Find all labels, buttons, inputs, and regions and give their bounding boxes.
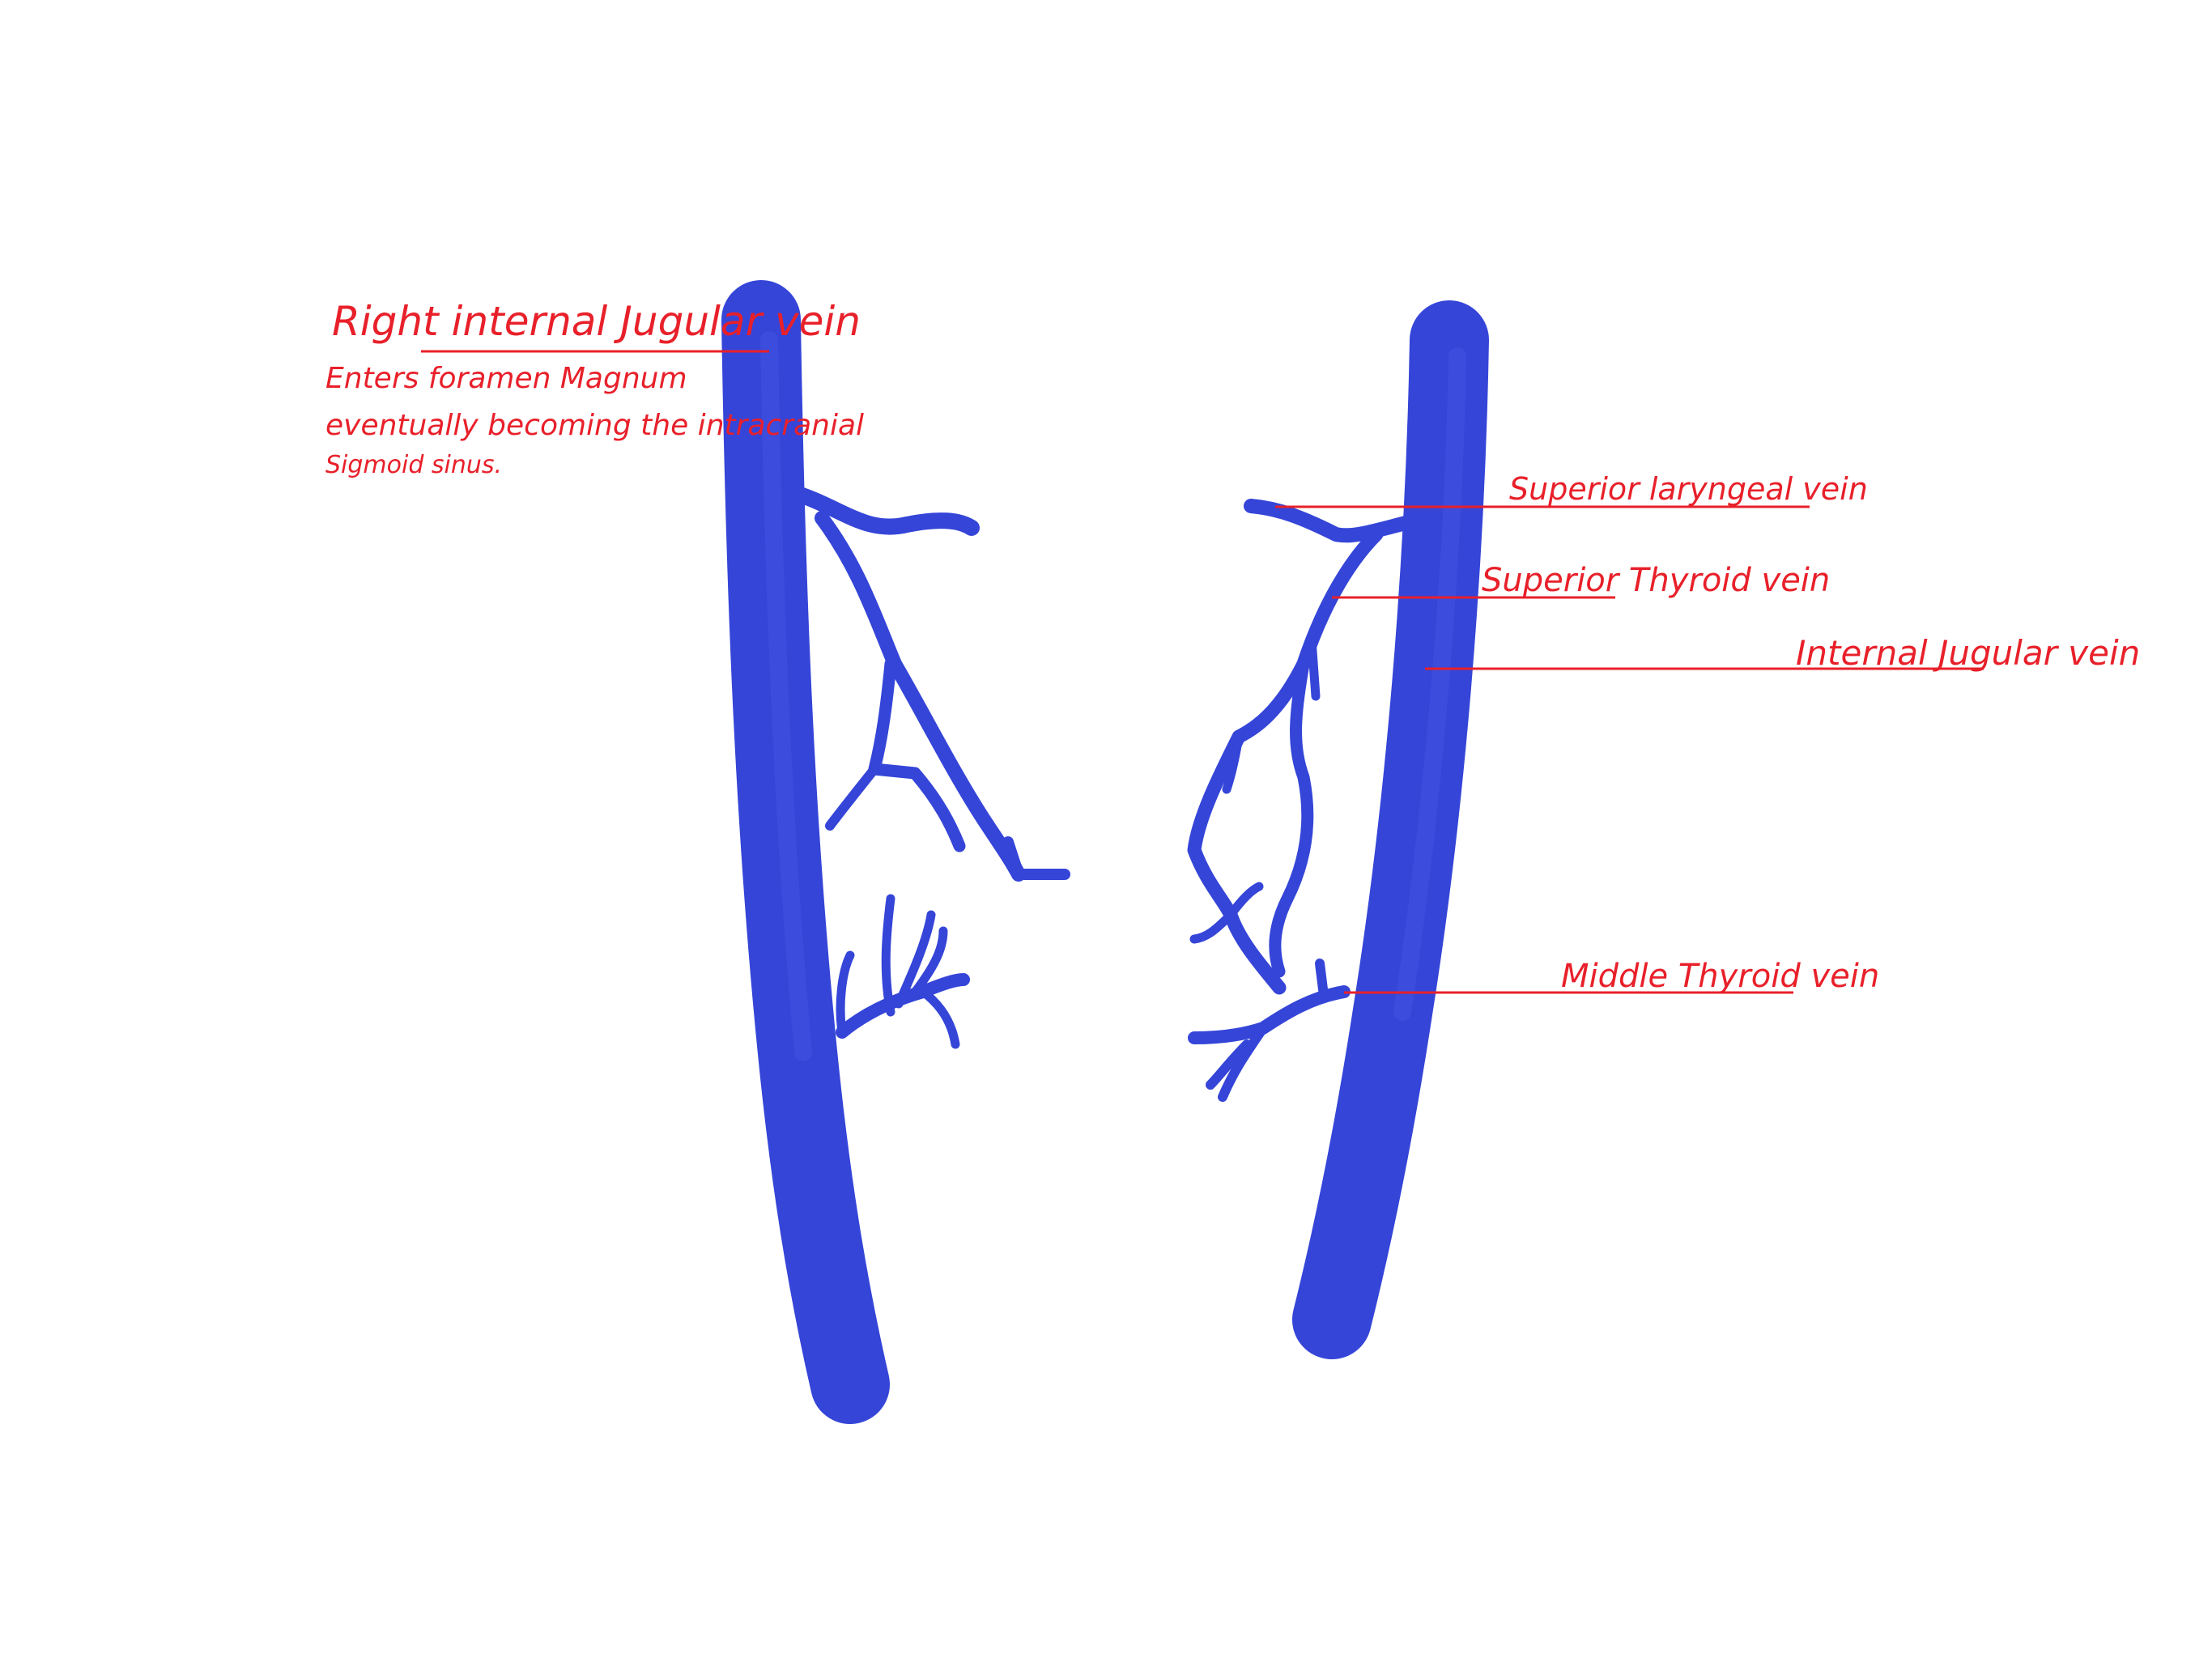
leader-lines [421, 350, 1984, 994]
label-middle-thyroid-vein: Middle Thyroid vein [1561, 958, 1880, 995]
left-descending-tributary [815, 511, 1026, 882]
right-tributary-inner-loop [1269, 657, 1314, 978]
label-right-internal-jugular-vein: Right internal Jugular vein [332, 298, 861, 345]
right-internal-jugular-vein-highlight [1393, 347, 1466, 1021]
label-superior-thyroid-vein: Superior Thyroid vein [1482, 562, 1831, 599]
left-tributary-twig [825, 764, 879, 831]
right-vein-drawing [1187, 300, 1489, 1359]
right-superior-branch [1244, 499, 1416, 543]
label-superior-laryngeal-vein: Superior laryngeal vein [1509, 471, 1868, 507]
left-vein-drawing [721, 280, 1070, 1424]
label-internal-jugular-vein: Internal Jugular vein [1796, 633, 2141, 673]
right-middle-thyroid-twigs [1206, 959, 1329, 1102]
left-internal-jugular-vein [721, 280, 890, 1424]
note-line-3: Sigmoid sinus. [325, 451, 503, 479]
left-tributary-fork-a [1002, 836, 1070, 880]
right-internal-jugular-vein [1292, 300, 1489, 1359]
left-internal-jugular-vein-highlight [760, 331, 812, 1061]
left-middle-branch-twigs [836, 894, 960, 1049]
note-line-1: Enters foramen Magnum [325, 362, 687, 395]
right-tributary-twigs [1189, 635, 1321, 944]
note-line-2: eventually becoming the intracranial [325, 409, 865, 442]
left-superior-branch [789, 486, 980, 536]
